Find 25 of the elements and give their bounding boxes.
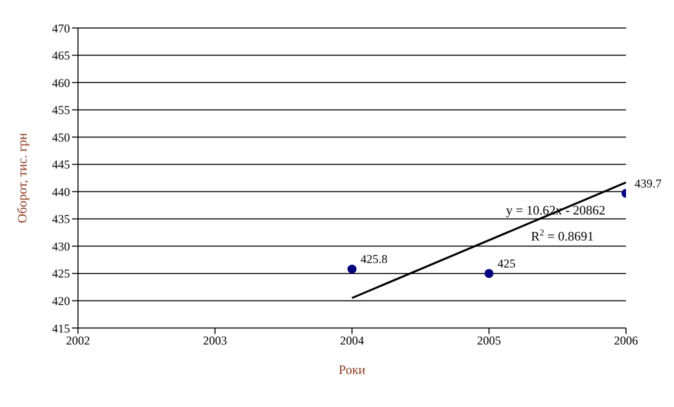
y-tick-label: 460 — [52, 76, 70, 90]
y-tick-label: 465 — [52, 48, 70, 63]
y-tick-label: 455 — [52, 103, 70, 118]
y-tick-label: 435 — [52, 212, 70, 226]
y-tick-label: 445 — [52, 158, 70, 172]
y-tick-label: 420 — [52, 294, 70, 308]
x-tick-label: 2003 — [203, 334, 227, 348]
x-tick-label: 2006 — [614, 334, 638, 348]
annotation: R$^{2}$ = 0.8691 — [531, 228, 594, 244]
y-tick-label: 450 — [52, 130, 70, 144]
data-label: 439.7 — [634, 176, 662, 190]
x-tick-label: 2002 — [66, 334, 90, 348]
x-tick-label: 2005 — [477, 334, 501, 348]
data-label: 425 — [498, 256, 516, 270]
point — [347, 264, 357, 274]
x-axis-title: Роки — [338, 362, 366, 377]
point — [484, 268, 494, 278]
y-tick-label: 415 — [52, 321, 70, 336]
y-tick-label: 470 — [52, 21, 70, 36]
data-label: 425.8 — [360, 252, 388, 266]
x-tick-label: 2004 — [340, 334, 364, 348]
y-axis-title: Оборот, тис. грн — [14, 132, 30, 224]
y-tick-label: 440 — [52, 184, 70, 199]
y-tick-label: 430 — [52, 239, 70, 254]
y-tick-label: 425 — [52, 266, 70, 281]
